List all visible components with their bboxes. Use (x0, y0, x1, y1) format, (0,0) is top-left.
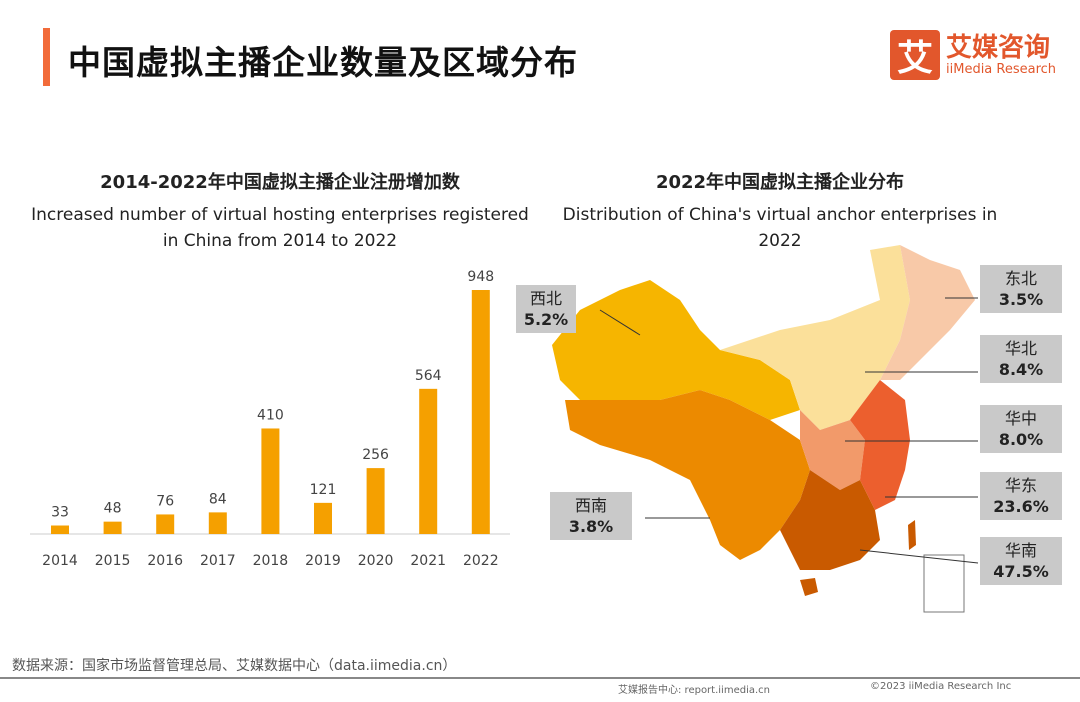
map-region-southwest (565, 390, 810, 560)
map-island-hainan (800, 578, 818, 596)
map-south-sea-inset (923, 554, 965, 613)
bar-chart-title: 2014-2022年中国虚拟主播企业注册增加数 (100, 172, 460, 193)
page-title: 中国虚拟主播企业数量及区域分布 (68, 43, 578, 82)
map-region-south (780, 470, 880, 570)
bar-2015 (103, 521, 122, 534)
data-label-2020: 256 (362, 447, 389, 463)
footer-copyright: ©2023 iiMedia Research Inc (870, 681, 1012, 692)
map-island-taiwan (908, 520, 916, 550)
x-tick-2022: 2022 (463, 553, 499, 569)
footer-divider (0, 677, 1080, 679)
bar-chart-subtitle-1: Increased number of virtual hosting ente… (31, 205, 529, 225)
logo-cn: 艾媒咨询 (946, 32, 1051, 63)
source-note: 数据来源：国家市场监督管理总局、艾媒数据中心（data.iimedia.cn） (12, 658, 457, 674)
label-southwest: 西南 3.8% (550, 492, 632, 540)
x-tick-2016: 2016 (147, 553, 183, 569)
x-tick-2018: 2018 (253, 553, 289, 569)
label-northwest: 西北 5.2% (516, 285, 576, 333)
map-title: 2022年中国虚拟主播企业分布 (655, 172, 905, 193)
title-accent-bar (43, 28, 50, 86)
map-heading: 2022年中国虚拟主播企业分布 Distribution of China's … (540, 168, 1020, 254)
x-tick-2015: 2015 (95, 553, 131, 569)
bar-2020 (366, 468, 385, 534)
data-label-2021: 564 (415, 368, 442, 384)
data-label-2016: 76 (156, 493, 174, 509)
data-label-2017: 84 (209, 491, 227, 507)
x-tick-2019: 2019 (305, 553, 341, 569)
map-region-north (720, 245, 910, 430)
map-region-northwest (552, 280, 800, 420)
logo: 艾 艾媒咨询 iiMedia Research (890, 30, 1056, 80)
footer-report: 艾媒报告中心: report.iimedia.cn (618, 685, 770, 696)
label-south: 华南 47.5% (980, 537, 1062, 585)
x-tick-2014: 2014 (42, 553, 78, 569)
map-subtitle: Distribution of China's virtual anchor e… (562, 205, 998, 251)
bar-2022 (471, 290, 490, 534)
bar-2016 (156, 514, 175, 534)
map-leader-lines (599, 297, 979, 564)
label-east: 华东 23.6% (980, 472, 1062, 520)
data-label-2018: 410 (257, 407, 284, 423)
data-label-2019: 121 (310, 482, 337, 498)
x-tick-2017: 2017 (200, 553, 236, 569)
data-label-2015: 48 (104, 501, 122, 517)
x-tick-2021: 2021 (410, 553, 446, 569)
data-label-2022: 948 (467, 269, 494, 285)
map-region-central (800, 410, 865, 490)
label-northeast: 东北 3.5% (980, 265, 1062, 313)
data-label-2014: 33 (51, 505, 69, 521)
bar-2018 (261, 428, 280, 534)
label-central: 华中 8.0% (980, 405, 1062, 453)
logo-en: iiMedia Research (946, 61, 1057, 77)
label-north: 华北 8.4% (980, 335, 1062, 383)
logo-icon: 艾 (890, 30, 940, 80)
bar-chart-heading: 2014-2022年中国虚拟主播企业注册增加数 Increased number… (20, 168, 540, 254)
bar-2017 (208, 512, 227, 534)
bar-chart-subtitle-2: in China from 2014 to 2022 (162, 231, 398, 251)
x-tick-2020: 2020 (358, 553, 394, 569)
bar-2014 (51, 525, 69, 534)
bar-2021 (419, 388, 438, 534)
map-region-northeast (880, 245, 975, 380)
map-region-east (850, 380, 910, 510)
bar-2019 (314, 502, 332, 534)
